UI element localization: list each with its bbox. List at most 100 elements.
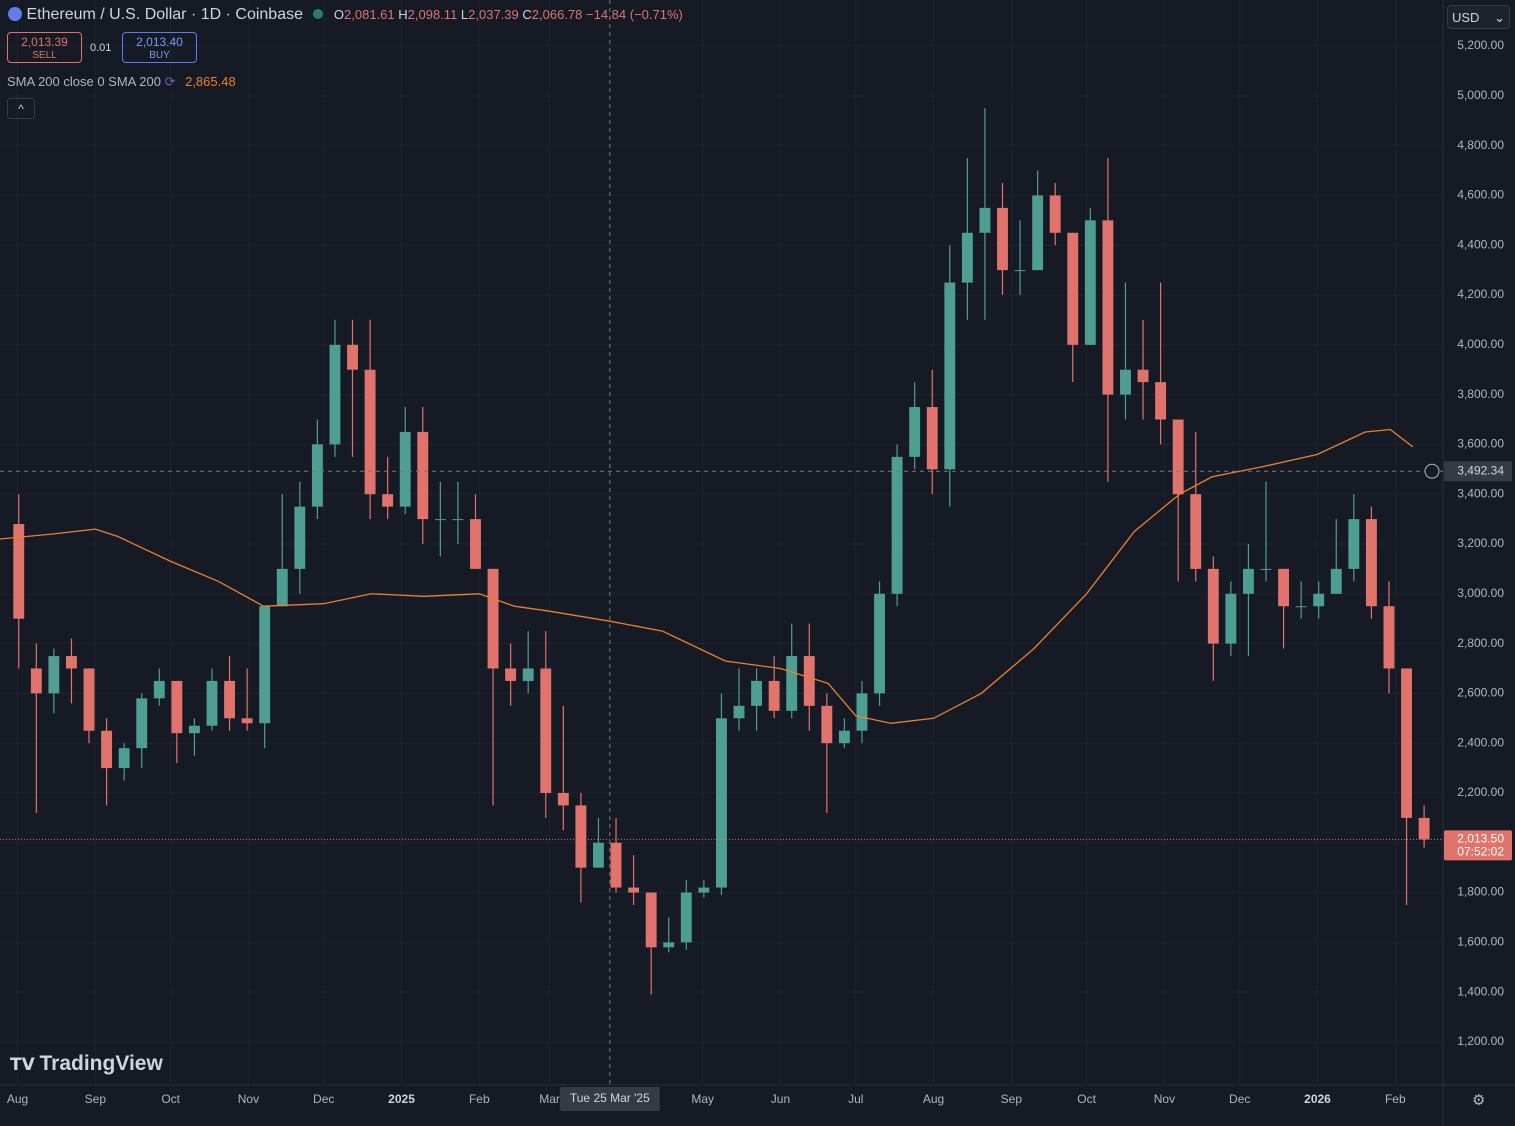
candle-body	[1137, 369, 1149, 383]
candle-body	[294, 506, 306, 569]
l-label: L	[460, 7, 469, 22]
collapse-button[interactable]: ^	[7, 98, 35, 119]
candle-body	[1155, 382, 1167, 420]
candle-body	[1365, 519, 1377, 607]
candle-body	[347, 344, 358, 370]
sma-line	[0, 428, 1414, 724]
y-tick-label: 5,000.00	[1457, 88, 1504, 102]
x-tick-label: Nov	[238, 1092, 259, 1106]
y-tick-label: 2,600.00	[1457, 686, 1504, 700]
crosshair-plus	[1424, 463, 1440, 479]
candle-body	[470, 519, 481, 569]
y-tick-label: 5,200.00	[1457, 38, 1504, 52]
y-tick-label: 1,200.00	[1457, 1034, 1504, 1048]
candle-body	[610, 842, 622, 888]
y-tick-label: 2,800.00	[1457, 636, 1504, 650]
indicator-name: SMA 200 close 0 SMA 200	[7, 74, 161, 89]
eth-icon	[8, 7, 22, 21]
candle-body	[259, 606, 271, 724]
y-tick-label: 3,000.00	[1457, 586, 1504, 600]
candle-body	[1032, 195, 1044, 271]
x-tick-label: Dec	[313, 1092, 334, 1106]
candle-body	[733, 705, 745, 719]
candle-body	[66, 656, 77, 669]
x-tick-label: 2026	[1304, 1092, 1331, 1106]
candle-body	[645, 892, 657, 948]
candle-body	[856, 693, 868, 731]
candle-body	[751, 680, 763, 706]
x-tick-label: Nov	[1154, 1092, 1175, 1106]
y-tick-label: 4,000.00	[1457, 337, 1504, 351]
candle-body	[663, 942, 675, 948]
x-tick-label: Aug	[923, 1092, 944, 1106]
x-tick-label: 2025	[388, 1092, 415, 1106]
candle-body	[364, 369, 376, 495]
y-tick-label: 2,200.00	[1457, 785, 1504, 799]
candle-body	[487, 568, 499, 669]
buy-button[interactable]: 2,013.40 BUY	[122, 32, 197, 63]
candle-body	[1401, 668, 1412, 818]
sell-button[interactable]: 2,013.39 SELL	[7, 32, 82, 63]
currency-select[interactable]: USD ⌄	[1447, 5, 1510, 29]
y-tick-label: 3,800.00	[1457, 387, 1504, 401]
candle-body	[382, 494, 394, 507]
x-tick-label: Feb	[469, 1092, 490, 1106]
candle-body	[241, 718, 253, 724]
status-dot	[313, 9, 324, 19]
settings[interactable]: ⚙	[1472, 1092, 1486, 1109]
candle-body	[452, 519, 464, 521]
candle-body	[1067, 232, 1079, 345]
x-tick-label: Oct	[1077, 1092, 1096, 1106]
brand: 𝗧𝗩 TradingView	[10, 1052, 163, 1075]
candle-body	[628, 887, 640, 893]
candle-body	[1014, 270, 1026, 272]
brand-name: TradingView	[39, 1052, 163, 1075]
indicator-value: 2,865.48	[185, 74, 236, 89]
candle-body	[698, 887, 710, 893]
candle-body	[1418, 817, 1430, 840]
header: Ethereum / U.S. Dollar · 1D · Coinbase O…	[8, 6, 683, 24]
candle-body	[224, 680, 236, 719]
candle-body	[1260, 568, 1272, 570]
candle-body	[540, 668, 552, 793]
x-tick-label: Mar	[539, 1092, 560, 1106]
symbol[interactable]: Ethereum / U.S. Dollar · 1D · Coinbase	[26, 6, 303, 23]
buy-price: 2,013.40	[136, 35, 183, 49]
change: −14.84 (−0.71%)	[586, 7, 683, 22]
x-tick-label: Feb	[1385, 1092, 1406, 1106]
y-tick-label: 1,600.00	[1457, 935, 1504, 949]
candle-body	[1278, 568, 1290, 607]
candle-body	[136, 698, 148, 749]
last-price-label: 2,013.50	[1457, 832, 1504, 846]
candle-body	[13, 524, 25, 619]
candle-body	[171, 680, 183, 734]
candle-body	[575, 805, 587, 868]
y-tick-label: 3,600.00	[1457, 437, 1504, 451]
sell-label: SELL	[32, 50, 57, 61]
candle-body	[505, 668, 517, 681]
crosshair-x-box	[559, 1087, 660, 1111]
candle-body	[311, 444, 323, 507]
y-tick-label: 3,400.00	[1457, 486, 1504, 500]
candle-body	[1102, 220, 1114, 395]
y-tick-label: 4,400.00	[1457, 237, 1504, 251]
indicator-legend[interactable]: SMA 200 close 0 SMA 200 ⟳ 2,865.48	[7, 74, 236, 89]
candle-body	[434, 519, 446, 521]
candle-body	[593, 842, 604, 868]
candle-body	[838, 730, 850, 744]
candle-body	[1295, 606, 1307, 608]
x-tick-label: Sep	[85, 1092, 107, 1106]
candle-body	[557, 792, 569, 806]
candle-body	[276, 568, 288, 607]
candle-body	[1172, 419, 1184, 495]
candle-body	[30, 668, 42, 694]
candle-body	[417, 431, 429, 520]
candle-body	[1383, 606, 1395, 669]
high: 2,098.11	[407, 7, 458, 22]
crosshair-y-label: 3,492.34	[1457, 463, 1504, 477]
candle-body	[399, 431, 411, 507]
candle-body	[1049, 195, 1061, 233]
candle-body	[48, 656, 60, 694]
y-tick-label: 3,200.00	[1457, 536, 1504, 550]
